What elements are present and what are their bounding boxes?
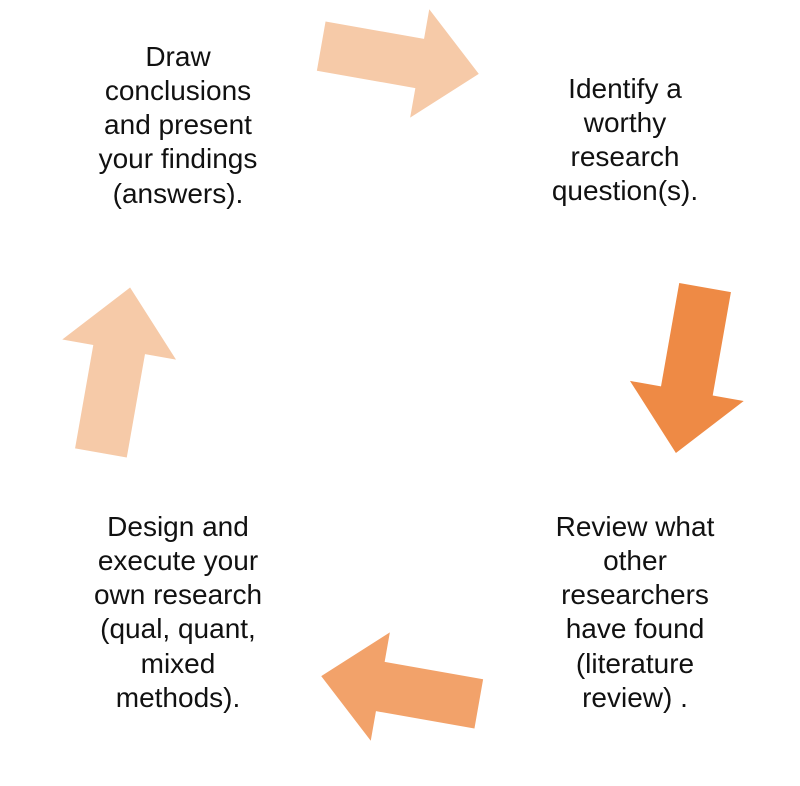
cycle-node-design: Design and execute your own research (qu… (38, 510, 318, 715)
cycle-node-identify: Identify a worthy research question(s). (495, 72, 755, 209)
cycle-node-review: Review what other researchers have found… (500, 510, 770, 715)
cycle-arrow-left (31, 265, 198, 475)
cycle-arrow-right (606, 265, 773, 475)
cycle-node-conclude: Draw conclusions and present your findin… (48, 40, 308, 211)
cycle-arrow-bottom (300, 610, 500, 769)
research-cycle-diagram: Identify a worthy research question(s). R… (0, 0, 800, 786)
cycle-arrow-top (300, 0, 500, 140)
